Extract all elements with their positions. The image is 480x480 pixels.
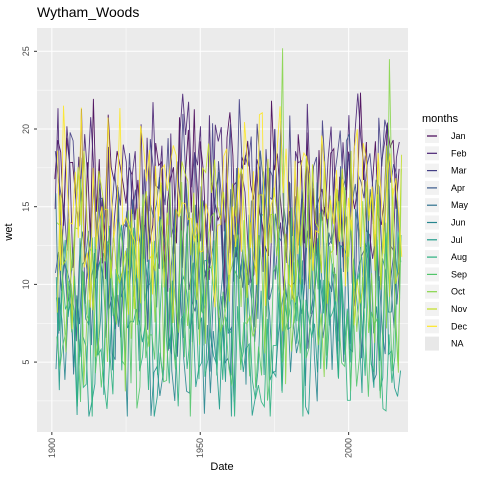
legend-label: NA [451, 339, 464, 349]
legend-label: Dec [451, 321, 468, 331]
legend-label: Jun [451, 218, 466, 228]
legend-label: Aug [451, 252, 467, 262]
y-tick-label: 15 [21, 202, 31, 212]
y-tick-label: 25 [21, 46, 31, 56]
legend-label: Oct [451, 287, 466, 297]
legend-label: Nov [451, 304, 468, 314]
legend-label: Sep [451, 269, 467, 279]
series-line-jun [55, 213, 401, 417]
y-tick-label: 20 [21, 124, 31, 134]
legend-label: Jul [451, 235, 463, 245]
y-axis: 5 10 15 20 25 [21, 46, 37, 365]
series-lines [54, 48, 403, 417]
series-line-sep [56, 207, 402, 417]
series-line-nov [56, 143, 403, 332]
series-line-jan [54, 92, 400, 289]
legend-label: Jan [451, 131, 466, 141]
legend-label: Feb [451, 148, 467, 158]
legend-label: May [451, 200, 469, 210]
legend-label: Apr [451, 183, 465, 193]
series-line-oct [56, 48, 402, 392]
series-line-aug [56, 227, 402, 417]
y-tick-label: 10 [21, 279, 31, 289]
x-axis-title: Date [210, 461, 233, 473]
x-tick-label: 1900 [47, 438, 57, 458]
y-tick-label: 5 [21, 360, 31, 365]
x-tick-label: 1950 [195, 438, 205, 458]
series-line-dec [57, 105, 403, 308]
legend-title: months [422, 113, 459, 125]
y-axis-title: wet [3, 223, 15, 241]
legend: months Jan Feb Mar Apr May Jun Jul Aug Sep Oct Nov… [422, 113, 469, 351]
legend-key [425, 336, 439, 351]
chart-title: Wytham_Woods [37, 4, 139, 20]
legend-label: Mar [451, 166, 467, 176]
x-tick-label: 2000 [344, 438, 354, 458]
x-axis: 1900 1950 2000 [47, 432, 354, 458]
